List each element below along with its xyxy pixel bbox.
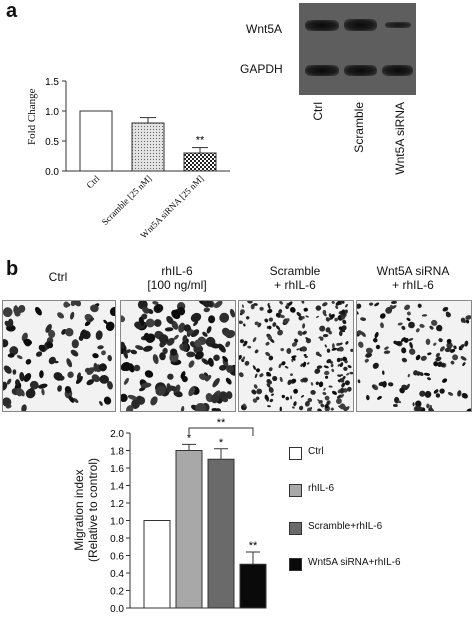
panel-a-ytick-label: 0.5	[45, 137, 59, 148]
panel-b-significance-3: **	[249, 540, 258, 552]
panel-b-ytick-label: 2.0	[110, 429, 124, 440]
caption-ctrl-line1: Ctrl	[48, 270, 68, 284]
panel-b-ylabel-line2: (Relative to control)	[86, 457, 100, 563]
western-blot-image	[299, 3, 416, 95]
panel-a-significance: **	[196, 135, 205, 147]
panel-b-ytick-label: 0.6	[110, 552, 124, 563]
micrograph-sirna-cells	[357, 301, 471, 411]
micrograph-scramble	[238, 300, 354, 412]
panel-a-bar-1	[131, 122, 165, 172]
caption-rhil6-line1: rhIL-6	[161, 264, 193, 278]
panel-a-category-label-1: Scramble [25 nM]	[100, 173, 154, 227]
panel-a-bar-2	[183, 152, 217, 172]
caption-rhil6: rhIL-6 [100 ng/ml]	[120, 264, 234, 292]
panel-b-bar-2	[207, 458, 235, 609]
gapdh-band-sirna	[382, 65, 413, 76]
panel-b-ytick-label: 1.6	[110, 464, 124, 475]
wnt5a-band-scramble	[344, 19, 377, 31]
caption-scramble-line2: + rhIL-6	[274, 278, 316, 292]
panel-b-ylabel: Migration index (Relative to control)	[72, 430, 100, 590]
legend-label-rhil6: rhIL-6	[308, 483, 335, 494]
micrograph-sirna	[356, 300, 472, 412]
panel-b-bracket-label: **	[217, 418, 226, 429]
wnt5a-band-sirna	[385, 22, 411, 28]
caption-sirna-line1: Wnt5A siRNA	[376, 264, 450, 278]
panel-a-letter: a	[6, 0, 18, 22]
legend-swatch-sirna	[289, 558, 302, 571]
legend-label-sirna: Wnt5A siRNA+rhIL-6	[308, 557, 401, 568]
caption-sirna: Wnt5A siRNA + rhIL-6	[356, 264, 470, 292]
gapdh-band-scramble	[344, 65, 377, 76]
legend-label-ctrl: Ctrl	[308, 446, 324, 457]
legend-swatch-ctrl	[289, 447, 302, 460]
micrograph-ctrl	[2, 300, 116, 412]
panel-b-significance-2: *	[219, 437, 224, 449]
panel-b-ytick-label: 1.0	[110, 517, 124, 528]
panel-a-ytick-label: 0.0	[45, 167, 59, 178]
panel-b-bar-chart: 0.00.20.40.60.81.01.21.41.61.82.0 * *****	[110, 418, 267, 615]
legend-label-scramble: Scramble+rhIL-6	[308, 521, 383, 532]
blot-lane-label-scramble: Scramble	[352, 102, 366, 153]
panel-b-ytick-label: 0.4	[110, 569, 124, 580]
panel-a-bar-0	[79, 110, 113, 172]
panel-b-ytick-label: 1.2	[110, 499, 124, 510]
panel-a-category-label-0: Ctrl	[84, 173, 101, 190]
blot-lane-label-sirna: Wnt5A siRNA	[393, 102, 407, 175]
panel-b-comparison-bracket	[188, 427, 254, 436]
micrograph-ctrl-cells	[3, 301, 115, 411]
panel-b-significance-1: *	[187, 432, 192, 444]
panel-a-ytick-label: 1.0	[45, 107, 59, 118]
panel-b-bar-0	[143, 520, 171, 609]
micrograph-rhil6-cells	[121, 301, 235, 411]
panel-a-ytick-label: 1.5	[45, 77, 59, 88]
panel-b-ytick-label: 0.0	[110, 604, 124, 615]
caption-sirna-line2: + rhIL-6	[392, 278, 434, 292]
panel-b-ytick-label: 1.4	[110, 482, 124, 493]
caption-ctrl: Ctrl	[2, 270, 114, 284]
legend-swatch-scramble	[289, 522, 302, 535]
wnt5a-band-ctrl	[305, 20, 339, 31]
panel-b-bar-3	[239, 563, 267, 609]
panel-b-bar-1	[175, 450, 203, 609]
gapdh-band-ctrl	[305, 65, 339, 76]
caption-scramble-line1: Scramble	[269, 264, 321, 278]
caption-rhil6-line2: [100 ng/ml]	[147, 278, 207, 292]
blot-row-label-gapdh: GAPDH	[240, 62, 283, 76]
panel-b-ytick-label: 0.2	[110, 587, 124, 598]
caption-scramble: Scramble + rhIL-6	[238, 264, 352, 292]
blot-lane-label-ctrl: Ctrl	[311, 102, 325, 121]
micrograph-scramble-cells	[239, 301, 353, 411]
panel-b-letter: b	[6, 258, 19, 280]
micrograph-rhil6	[120, 300, 236, 412]
panel-b-ylabel-line1: Migration index	[72, 469, 86, 551]
legend-swatch-rhil6	[289, 484, 302, 497]
blot-row-label-wnt5a: Wnt5A	[246, 22, 283, 36]
panel-b-ytick-label: 1.8	[110, 447, 124, 458]
panel-b-ytick-label: 0.8	[110, 534, 124, 545]
